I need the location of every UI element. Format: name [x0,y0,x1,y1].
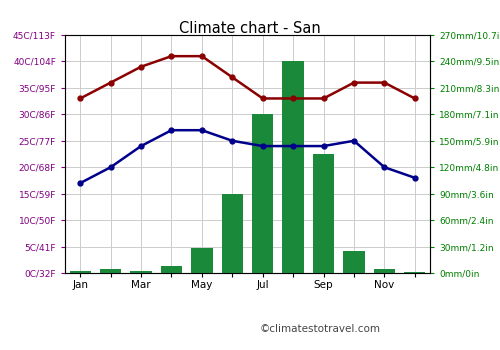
Bar [313,154,334,273]
Bar [344,251,364,273]
Bar [252,114,274,273]
Bar [70,271,91,273]
Bar [100,270,122,273]
Bar [161,266,182,273]
Bar [191,248,212,273]
Bar [404,272,425,273]
Text: Climate chart - San: Climate chart - San [179,21,321,36]
Bar [130,271,152,273]
Bar [282,62,304,273]
Bar [374,268,395,273]
Bar [222,194,243,273]
Text: ©climatestotravel.com: ©climatestotravel.com [260,324,381,334]
